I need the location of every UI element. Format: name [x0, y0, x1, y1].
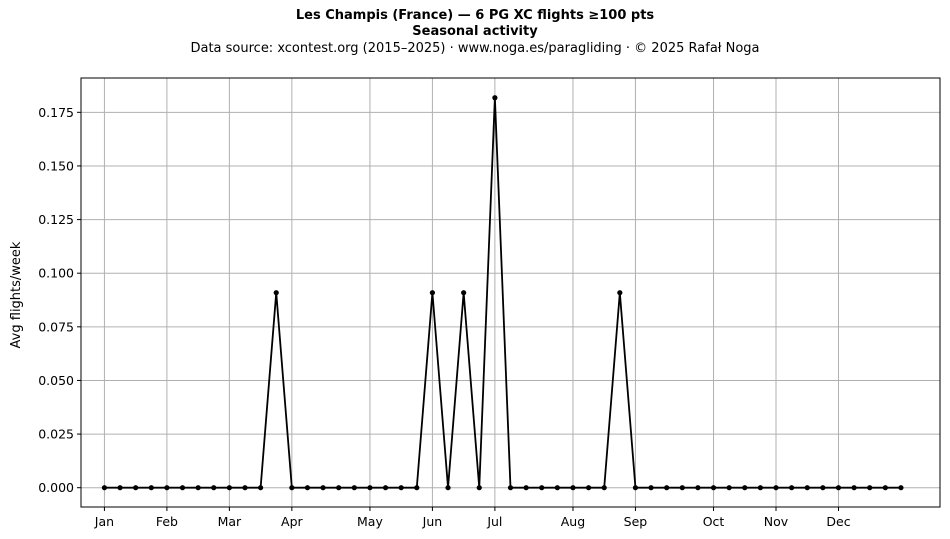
- data-point: [710, 485, 717, 491]
- data-point: [570, 485, 576, 491]
- data-point: [320, 485, 326, 491]
- data-point: [648, 485, 654, 491]
- data-point: [258, 485, 264, 491]
- data-point: [632, 485, 639, 491]
- data-point: [367, 485, 373, 491]
- data-point: [757, 485, 763, 491]
- plot-frame: [80, 77, 941, 508]
- data-point: [273, 290, 279, 296]
- data-point: [304, 485, 311, 491]
- data-point: [882, 485, 888, 491]
- data-point: [476, 485, 482, 491]
- data-point: [211, 485, 217, 491]
- series-points: [101, 95, 904, 491]
- data-point: [695, 485, 701, 491]
- data-point: [461, 290, 467, 296]
- y-tick-label: 0.100: [38, 266, 74, 281]
- x-tick-label: Jun: [422, 514, 443, 529]
- data-point: [117, 485, 123, 491]
- y-tick-label: 0.000: [38, 480, 74, 495]
- chart-title: Les Champis (France) — 6 PG XC flights ≥…: [295, 8, 655, 23]
- y-axis-label: Avg flights/week: [9, 241, 24, 348]
- data-point: [820, 485, 826, 491]
- data-point: [601, 485, 607, 491]
- data-point: [867, 485, 873, 491]
- data-point: [179, 485, 186, 491]
- data-point: [226, 485, 232, 491]
- x-tick-label: Aug: [561, 514, 585, 529]
- y-tick-label: 0.025: [38, 427, 74, 442]
- x-tick-label: Jul: [486, 514, 502, 529]
- grid-lines: [81, 78, 940, 507]
- x-tick-label: Nov: [764, 514, 789, 529]
- data-point: [242, 485, 248, 491]
- data-point: [133, 485, 139, 491]
- data-point: [585, 485, 592, 491]
- y-tick-label: 0.050: [38, 373, 74, 388]
- x-tick-label: Sep: [624, 514, 648, 529]
- x-tick-label: Dec: [826, 514, 850, 529]
- data-point: [195, 485, 201, 491]
- data-point: [148, 485, 154, 491]
- x-tick-label: Oct: [703, 514, 725, 529]
- data-point: [804, 485, 810, 491]
- x-tick-label: Mar: [218, 514, 242, 529]
- data-point: [742, 485, 748, 491]
- data-point: [898, 485, 904, 491]
- data-point: [382, 485, 389, 491]
- chart-source: Data source: xcontest.org (2015–2025) · …: [190, 41, 760, 56]
- data-point: [336, 485, 342, 491]
- y-tick-label: 0.125: [38, 212, 74, 227]
- data-point: [351, 485, 357, 491]
- data-point: [289, 485, 295, 491]
- data-point: [445, 485, 451, 491]
- y-axis: 0.000 0.025 0.050 0.075 0.100 0.125 0.150 0.175: [38, 105, 81, 495]
- x-axis: Jan Feb Mar Apr May Jun Jul Aug Sep Oct Nov Dec: [94, 507, 851, 529]
- data-point: [492, 95, 498, 101]
- data-point: [398, 485, 404, 491]
- data-point: [617, 290, 623, 296]
- data-point: [429, 290, 436, 296]
- y-tick-label: 0.175: [38, 105, 74, 120]
- data-point: [164, 485, 170, 491]
- data-point: [507, 485, 514, 491]
- data-point: [101, 485, 108, 491]
- data-point: [773, 485, 779, 491]
- data-point: [554, 485, 560, 491]
- x-tick-label: Apr: [281, 514, 303, 529]
- data-point: [523, 485, 529, 491]
- x-tick-label: Jan: [94, 514, 114, 529]
- chart-titles: Les Champis (France) — 6 PG XC flights ≥…: [0, 8, 950, 58]
- series-line: [104, 97, 901, 489]
- x-tick-label: Feb: [156, 514, 178, 529]
- y-tick-label: 0.150: [38, 158, 74, 173]
- data-point: [679, 485, 685, 491]
- x-tick-label: May: [357, 514, 383, 529]
- data-point: [789, 485, 795, 491]
- chart-subtitle: Seasonal activity: [412, 24, 538, 39]
- data-point: [664, 485, 670, 491]
- data-point: [851, 485, 857, 491]
- data-point: [726, 485, 732, 491]
- data-point: [835, 485, 842, 491]
- data-point: [414, 485, 420, 491]
- y-tick-label: 0.075: [38, 319, 74, 334]
- data-point: [539, 485, 545, 491]
